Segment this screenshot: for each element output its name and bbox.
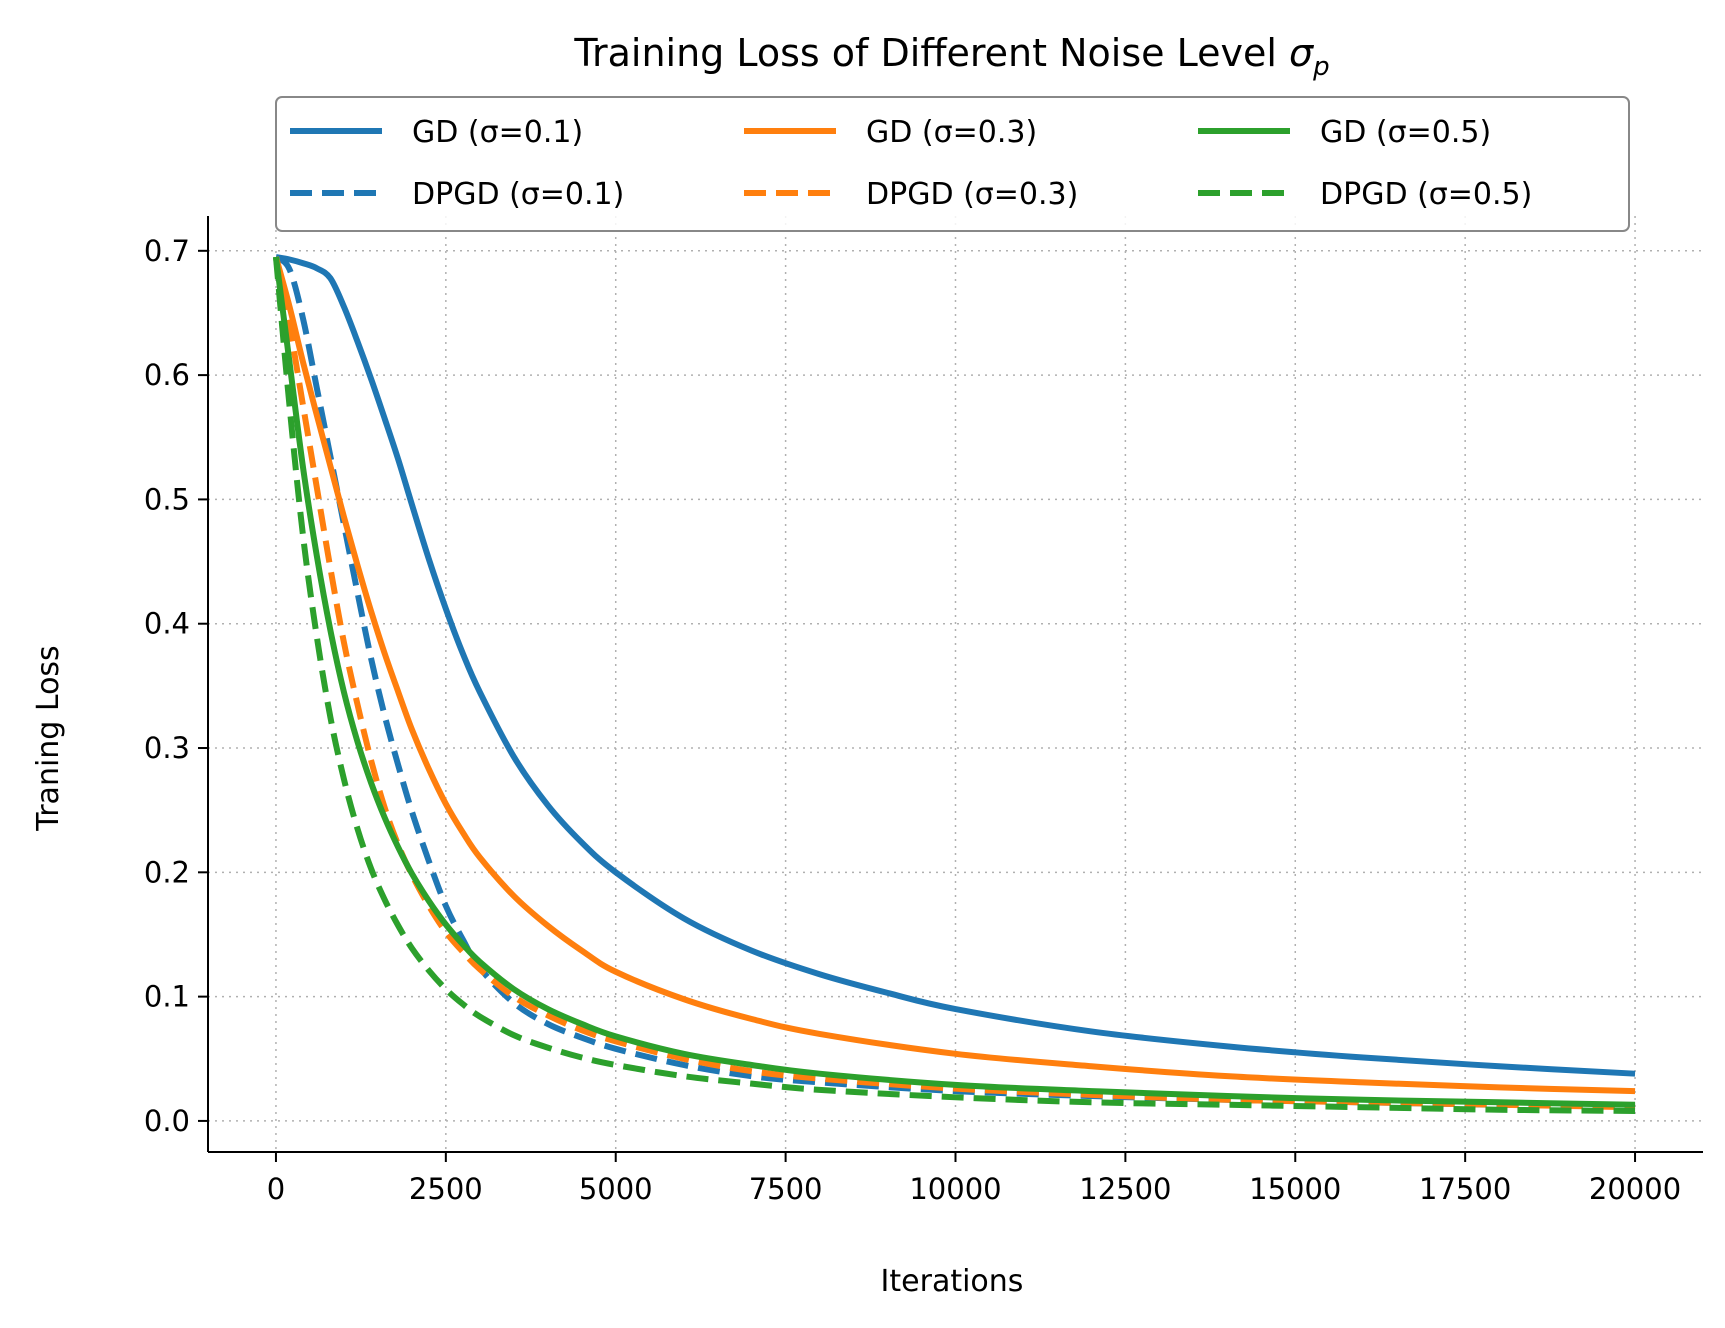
series-layer (272, 254, 1636, 1114)
chart-title-symbol: σ (1289, 31, 1315, 75)
y-tick-label: 0.1 (144, 980, 190, 1014)
legend-label-3: GD (σ=0.3) (866, 115, 1037, 150)
series-line-3 (273, 256, 1636, 1095)
x-tick-label: 10000 (909, 1172, 1001, 1206)
x-tick-label: 7500 (749, 1172, 823, 1206)
ticks: 0 2500 5000 7500 10000 12500 15000 17500 20000 0.… (144, 234, 1681, 1206)
legend: GD (σ=0.1) DPGD (σ=0.1) GD (σ=0.3) DPGD (σ=… (275, 96, 1630, 232)
x-tick-label: 0 (267, 1172, 285, 1206)
x-tick-label: 17500 (1419, 1172, 1511, 1206)
x-tick-label: 20000 (1589, 1172, 1681, 1206)
y-tick-label: 0.4 (144, 607, 190, 641)
grid (208, 216, 1703, 1152)
series-line-1 (275, 254, 1636, 1077)
x-axis-label: Iterations (881, 1264, 1024, 1299)
legend-label-1: GD (σ=0.1) (412, 115, 583, 150)
x-tick-label: 15000 (1249, 1172, 1341, 1206)
chart-title-text: Training Loss of Different Noise Level (573, 31, 1277, 75)
series-line-4 (273, 256, 1636, 1111)
series-line-5 (272, 256, 1636, 1108)
y-tick-label: 0.7 (144, 234, 190, 268)
y-tick-label: 0.2 (144, 855, 190, 889)
y-tick-label: 0.0 (144, 1104, 190, 1138)
series-line-6 (272, 256, 1636, 1114)
y-axis-label: Traning Loss (31, 645, 66, 831)
chart-title: Training Loss of Different Noise Level σ… (573, 31, 1329, 82)
chart-title-subscript: p (1312, 52, 1330, 82)
legend-label-5: GD (σ=0.5) (1320, 115, 1491, 150)
legend-label-2: DPGD (σ=0.1) (412, 177, 624, 212)
x-tick-label: 12500 (1079, 1172, 1171, 1206)
legend-label-4: DPGD (σ=0.3) (866, 177, 1078, 212)
y-tick-label: 0.6 (144, 358, 190, 392)
y-tick-label: 0.5 (144, 482, 190, 516)
x-tick-label: 5000 (579, 1172, 653, 1206)
legend-label-6: DPGD (σ=0.5) (1320, 177, 1532, 212)
legend-box (275, 96, 1630, 232)
x-tick-label: 2500 (409, 1172, 483, 1206)
y-tick-label: 0.3 (144, 731, 190, 765)
